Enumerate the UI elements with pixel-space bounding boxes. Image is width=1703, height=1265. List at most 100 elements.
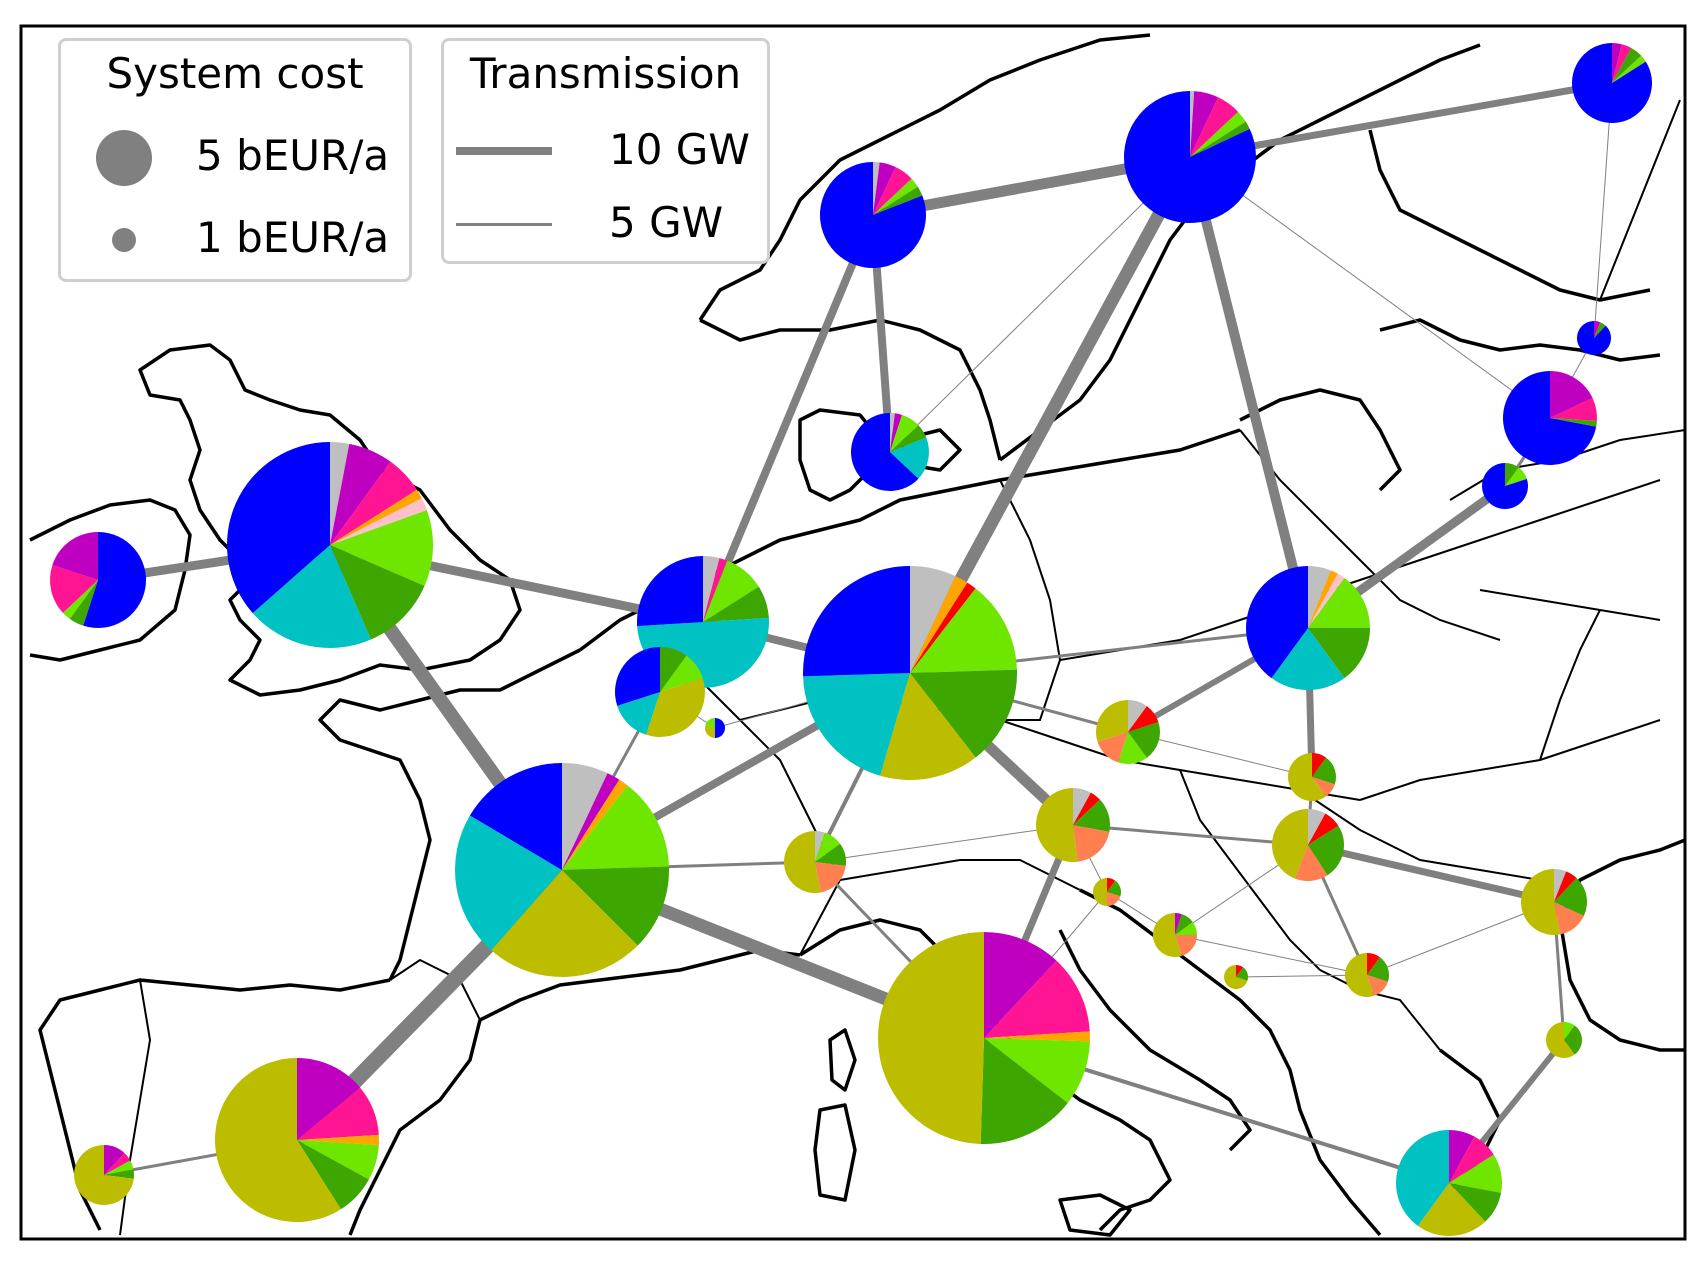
- pie-slice-hu-biomass: [1294, 845, 1328, 881]
- cost-pie-hu: [1272, 809, 1344, 881]
- pie-slice-hr-battery: [1175, 913, 1182, 935]
- pie-slice-gb-offshore-wind-ac: [330, 510, 433, 586]
- cost-pie-it: [877, 932, 1091, 1144]
- pie-slice-lu-offshore-wind-ac: [705, 718, 715, 728]
- pie-slice-fr-nuclear: [562, 763, 608, 870]
- pie-slice-pt-battery: [104, 1145, 125, 1175]
- pie-slice-de-offshore-wind-dc: [910, 669, 1017, 758]
- pie-slice-be-hydro: [615, 647, 660, 706]
- pie-slice-lv-hydrogen: [1550, 397, 1597, 421]
- pie-slice-pl-nuclear: [1308, 566, 1331, 628]
- transmission-line-at-hu: [1072, 823, 1309, 847]
- transmission-line-fi-ee: [1593, 82, 1613, 339]
- pie-slice-no-offshore-wind-ac: [873, 178, 918, 215]
- pie-slice-no-hydro: [819, 162, 926, 268]
- thick-line-marker: [456, 147, 552, 155]
- pie-slice-sk-biomass: [1312, 777, 1335, 797]
- pie-slice-fi-battery: [1612, 43, 1622, 83]
- pie-slice-ro-offshore-wind-dc: [1554, 877, 1587, 917]
- pie-slice-hu-coal: [1308, 813, 1339, 845]
- pie-slice-dk-offshore-wind-ac: [890, 414, 919, 452]
- pie-slice-fr-onshore-wind: [455, 815, 562, 951]
- system-cost-legend-title: System cost: [106, 49, 364, 98]
- pie-slice-sk-coal: [1312, 753, 1327, 777]
- cost-pie-pl: [1246, 566, 1370, 690]
- cost-pie-ro: [1520, 869, 1587, 935]
- cost-pie-ie: [49, 532, 147, 629]
- pie-slice-dk-onshore-wind: [890, 437, 929, 479]
- pie-slice-nl-hydrogen: [703, 558, 728, 622]
- pie-slice-dk-hydro: [851, 413, 919, 491]
- pie-slice-fi-hydrogen: [1612, 44, 1632, 83]
- pie-slice-fr-battery: [562, 773, 620, 870]
- transmission-line-hr-rs: [1174, 934, 1368, 976]
- pie-slice-pt-offshore-wind-dc: [104, 1169, 135, 1179]
- pie-slice-de-coal: [910, 582, 976, 673]
- pie-slice-de-hydro: [803, 566, 910, 677]
- pie-slice-fr-offshore-wind-ac: [562, 785, 669, 870]
- cost-pie-se: [1124, 91, 1257, 223]
- pie-slice-pl-other: [1308, 573, 1345, 628]
- pie-slice-no-offshore-wind-dc: [873, 186, 923, 215]
- pie-slice-ch-nuclear: [815, 831, 825, 862]
- pie-slice-es-hydrogen: [297, 1087, 379, 1140]
- pie-slice-gr-hydrogen: [1449, 1136, 1494, 1183]
- pie-slice-rs-solar: [1344, 953, 1374, 997]
- pie-slice-at-offshore-wind-dc: [1073, 799, 1110, 832]
- pie-slice-at-nuclear: [1073, 788, 1091, 825]
- pie-slice-cz-biomass: [1097, 732, 1128, 763]
- pie-slice-hr-offshore-wind-ac: [1175, 922, 1197, 935]
- pie-slice-gr-battery: [1449, 1130, 1475, 1183]
- pie-slice-ch-offshore-wind-ac: [815, 832, 841, 862]
- transmission-legend: Transmission 10 GW 5 GW: [441, 38, 770, 264]
- transmission-legend-title: Transmission: [469, 49, 742, 98]
- small-cost-marker: [112, 228, 136, 252]
- pie-slice-ee-battery: [1594, 321, 1601, 338]
- pie-slice-it-offshore-wind-dc: [980, 1038, 1068, 1144]
- pie-slice-gb-other: [330, 498, 427, 545]
- pie-slice-ro-solar: [1520, 869, 1561, 935]
- pie-slice-dk-battery: [890, 413, 903, 452]
- pie-slice-lt-offshore-wind-ac: [1505, 467, 1527, 486]
- pie-slice-no-battery: [873, 162, 896, 215]
- cost-pie-be: [615, 647, 705, 737]
- pie-slice-be-offshore-wind-dc: [660, 647, 687, 692]
- cost-pie-si: [1093, 878, 1121, 906]
- pie-slice-ba-coal: [1236, 965, 1244, 977]
- pie-slice-be-solar: [646, 678, 705, 737]
- cost-pie-nl: [637, 556, 769, 688]
- cost-pie-lu: [705, 718, 725, 738]
- pie-slice-it-offshore-wind-ac: [984, 1038, 1090, 1103]
- pie-slice-gb-hydro: [227, 441, 330, 614]
- pie-slice-se-battery: [1190, 91, 1219, 157]
- cost-pie-gb: [227, 441, 433, 649]
- pie-slice-it-gas: [984, 1031, 1091, 1042]
- pie-slice-ba-offshore-wind-dc: [1236, 967, 1249, 981]
- cost-pie-ee: [1576, 321, 1611, 355]
- pie-slice-se-hydro: [1124, 91, 1257, 223]
- pie-slice-fi-offshore-wind-dc: [1612, 47, 1642, 83]
- pie-slice-lu-hydro: [715, 718, 725, 738]
- pie-slice-rs-offshore-wind-dc: [1367, 957, 1389, 982]
- pie-slice-de-nuclear: [910, 566, 956, 673]
- pie-slice-fr-gas: [562, 779, 628, 870]
- pie-slice-pl-offshore-wind-dc: [1308, 628, 1370, 679]
- pie-slice-no-nuclear: [873, 162, 880, 215]
- pie-slice-lv-hydro: [1502, 371, 1597, 465]
- pie-slice-ee-offshore-wind-dc: [1594, 322, 1606, 338]
- pie-slice-it-hydrogen: [984, 960, 1090, 1038]
- pie-slice-pl-hydro: [1246, 566, 1308, 679]
- pie-slice-ch-offshore-wind-dc: [815, 843, 846, 866]
- pie-slice-cz-solar: [1096, 700, 1128, 742]
- cost-pie-bg: [1545, 1022, 1582, 1058]
- large-cost-marker: [96, 130, 152, 186]
- pie-slice-gb-offshore-wind-dc: [330, 545, 425, 640]
- pie-slice-bg-offshore-wind-dc: [1564, 1025, 1582, 1055]
- pie-slice-cz-coal: [1128, 706, 1159, 732]
- pie-slice-ba-solar: [1224, 965, 1248, 990]
- pie-slice-fi-offshore-wind-ac: [1612, 55, 1646, 83]
- pie-slice-si-coal: [1107, 878, 1116, 892]
- pie-slice-es-battery: [297, 1058, 361, 1140]
- pie-slice-rs-coal: [1367, 953, 1380, 975]
- pie-slice-ie-hydro: [83, 532, 147, 629]
